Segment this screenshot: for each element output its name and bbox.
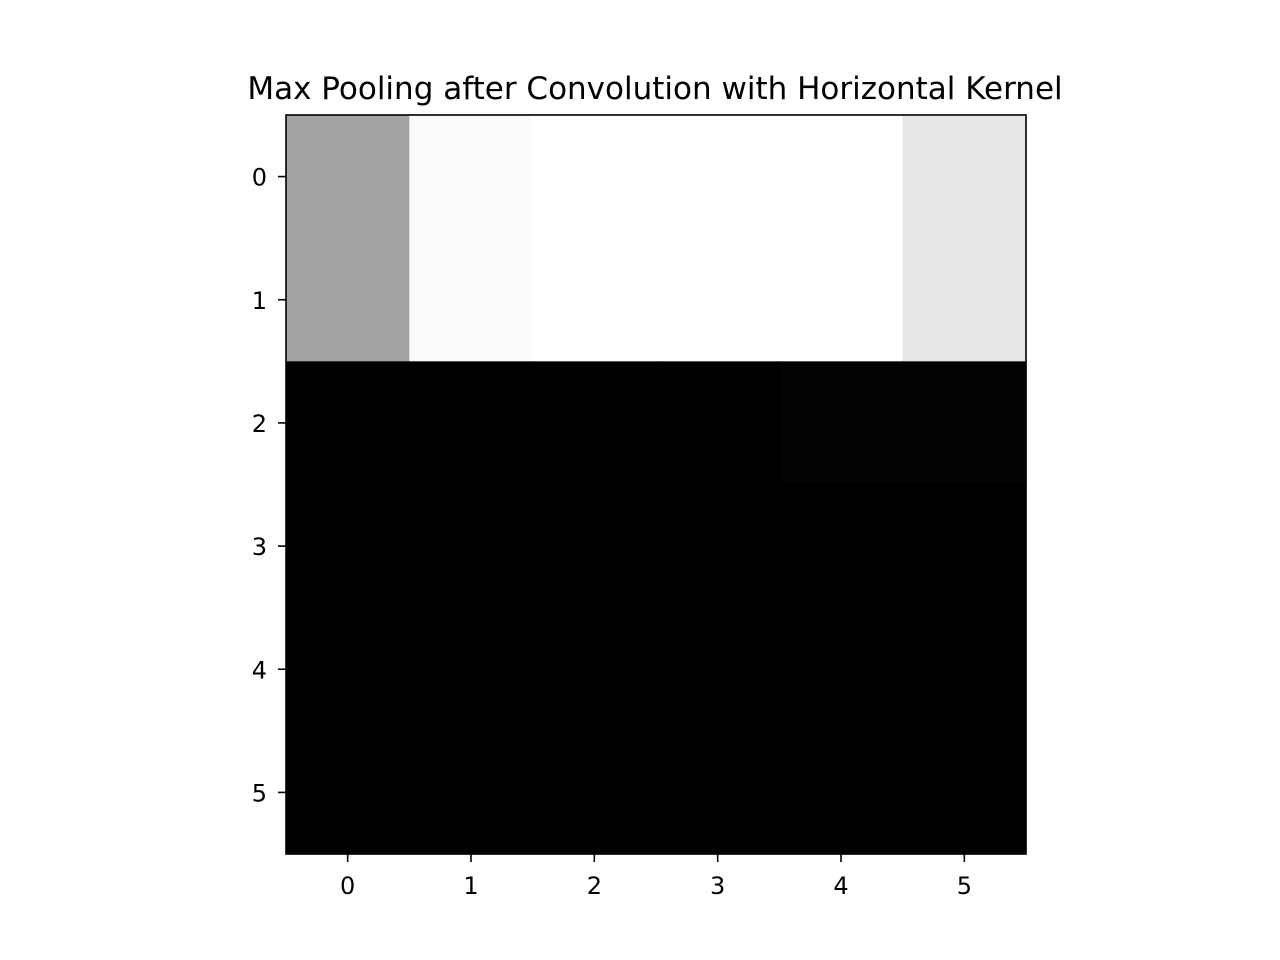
y-tick-label-3: 3 xyxy=(252,533,267,561)
heatmap-cell-r0-c5 xyxy=(902,115,1027,239)
heatmap-cell-r2-c4 xyxy=(779,361,904,486)
heatmap-cell-r4-c4 xyxy=(779,607,904,732)
heatmap-cell-r0-c0 xyxy=(286,115,410,239)
x-tick-label-1: 1 xyxy=(463,872,478,900)
heatmap-cell-r0-c4 xyxy=(779,115,904,239)
y-tick-label-2: 2 xyxy=(252,410,267,438)
heatmap-cells xyxy=(286,115,1027,855)
heatmap-cell-r4-c3 xyxy=(656,607,780,732)
heatmap-cell-r3-c0 xyxy=(286,484,410,609)
heatmap-cell-r1-c2 xyxy=(532,238,657,362)
chart-title: Max Pooling after Convolution with Horiz… xyxy=(247,71,1062,107)
heatmap-cell-r0-c3 xyxy=(656,115,780,239)
heatmap-cell-r4-c2 xyxy=(532,607,657,732)
heatmap-cell-r5-c2 xyxy=(532,730,657,855)
heatmap-cell-r0-c1 xyxy=(409,115,534,239)
heatmap-cell-r3-c5 xyxy=(902,484,1027,609)
heatmap-cell-r1-c3 xyxy=(656,238,780,362)
y-axis: 0 1 2 3 4 5 xyxy=(252,164,286,807)
heatmap-cell-r2-c5 xyxy=(902,361,1027,486)
x-tick-label-0: 0 xyxy=(340,872,355,900)
heatmap-cell-r3-c1 xyxy=(409,484,534,609)
plot-frame xyxy=(285,114,1027,855)
heatmap-cell-r5-c0 xyxy=(286,730,410,855)
y-tick-label-1: 1 xyxy=(252,287,267,315)
x-axis: 0 1 2 3 4 5 xyxy=(340,854,972,900)
heatmap-cell-r0-c2 xyxy=(532,115,657,239)
heatmap-cell-r1-c1 xyxy=(409,238,534,362)
heatmap-cell-r4-c0 xyxy=(286,607,410,732)
y-tick-label-4: 4 xyxy=(252,656,267,684)
heatmap-cell-r4-c5 xyxy=(902,607,1027,732)
y-tick-label-5: 5 xyxy=(252,779,267,807)
heatmap-cell-r3-c4 xyxy=(779,484,904,609)
x-tick-label-3: 3 xyxy=(710,872,725,900)
heatmap-cell-r5-c4 xyxy=(779,730,904,855)
heatmap-cell-r5-c3 xyxy=(656,730,780,855)
heatmap-cell-r1-c4 xyxy=(779,238,904,362)
heatmap-cell-r3-c2 xyxy=(532,484,657,609)
heatmap-cell-r2-c2 xyxy=(532,361,657,486)
x-tick-label-5: 5 xyxy=(957,872,972,900)
heatmap-cell-r2-c1 xyxy=(409,361,534,486)
heatmap-cell-r2-c3 xyxy=(656,361,780,486)
x-tick-label-2: 2 xyxy=(587,872,602,900)
heatmap-cell-r2-c0 xyxy=(286,361,410,486)
y-tick-label-0: 0 xyxy=(252,164,267,192)
heatmap-cell-r5-c1 xyxy=(409,730,534,855)
heatmap-cell-r1-c0 xyxy=(286,238,410,362)
heatmap-cell-r3-c3 xyxy=(656,484,780,609)
heatmap-cell-r1-c5 xyxy=(902,238,1027,362)
heatmap-cell-r5-c5 xyxy=(902,730,1027,855)
heatmap-cell-r4-c1 xyxy=(409,607,534,732)
x-tick-label-4: 4 xyxy=(833,872,848,900)
